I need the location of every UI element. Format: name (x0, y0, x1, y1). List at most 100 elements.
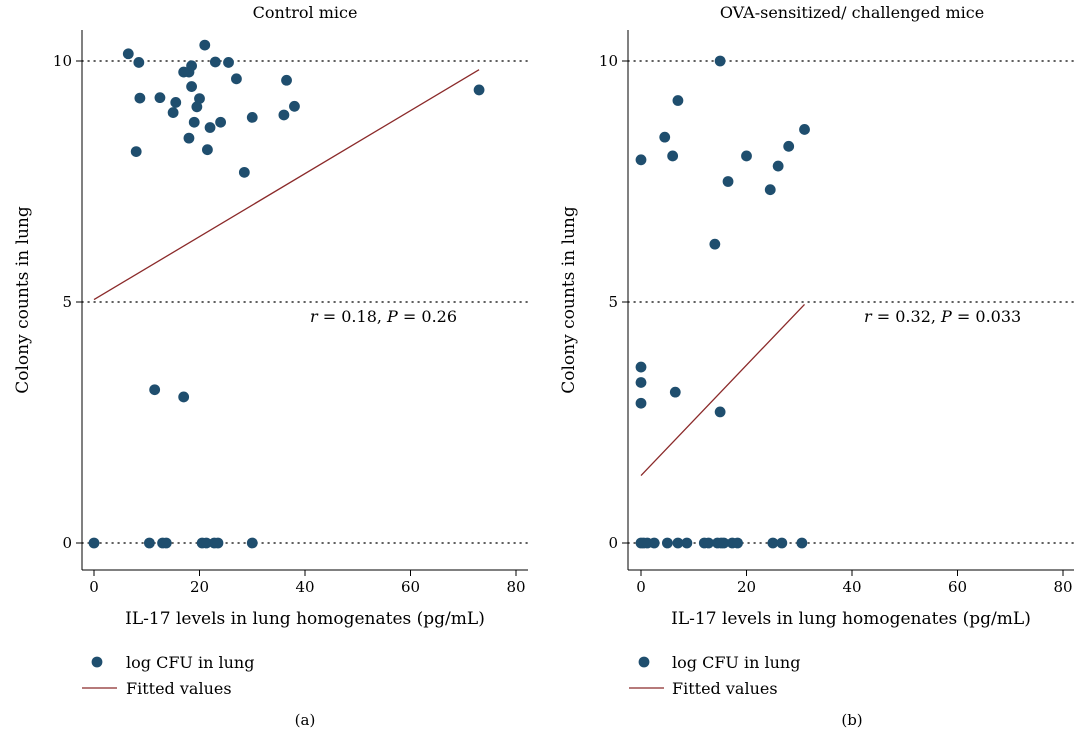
chart1-x-tick-label-60: 60 (948, 578, 967, 596)
chart1-point-28 (718, 537, 730, 549)
chart1-point-5 (667, 150, 679, 162)
chart0-correlation-annotation: r = 0.18, P = 0.26 (310, 307, 457, 326)
chart1-point-31 (767, 537, 779, 549)
chart0-point-35 (200, 537, 212, 549)
chart0-legend-marker-scatter (91, 656, 103, 668)
chart1-point-8 (722, 176, 734, 187)
chart0-point-17 (186, 81, 197, 92)
chart0-x-tick-label-40: 40 (295, 578, 314, 596)
chart1-legend-label-line: Fitted values (672, 679, 778, 698)
chart0-title: Control mice (253, 3, 358, 22)
chart0-annotation-p-value: = 0.26 (403, 307, 457, 326)
chart0-point-10 (134, 92, 146, 104)
chart0-point-20 (188, 116, 200, 128)
chart1-point-2 (659, 131, 671, 143)
chart1-point-21 (661, 537, 673, 549)
chart1-point-10 (764, 184, 776, 196)
chart1-point-4 (635, 154, 647, 166)
chart0-point-37 (212, 537, 224, 549)
chart0-point-11 (154, 92, 166, 104)
chart0-point-28 (149, 384, 161, 396)
chart0-point-19 (246, 111, 258, 123)
chart1-point-0 (714, 55, 726, 67)
chart0-point-1 (133, 57, 145, 68)
chart0-point-31 (143, 537, 155, 549)
chart0-point-38 (246, 537, 258, 549)
chart0-panel-label: (a) (295, 711, 316, 729)
chart1-annotation-p-value: = 0.033 (957, 307, 1021, 326)
chart0-point-16 (167, 107, 179, 118)
chart1-point-14 (669, 386, 681, 398)
chart0-point-26 (238, 166, 250, 178)
chart1-point-3 (799, 124, 810, 135)
chart1-y-axis-title: Colony counts in lung (559, 206, 579, 394)
chart1-legend-marker-scatter (638, 656, 650, 668)
chart0-point-18 (278, 109, 290, 121)
chart1-point-7 (783, 140, 795, 152)
chart1-point-15 (635, 397, 647, 409)
chart1-point-6 (741, 150, 752, 162)
chart0-point-23 (183, 132, 195, 144)
chart0-point-30 (88, 537, 100, 549)
chart0-x-axis-title: IL-17 levels in lung homogenates (pg/mL) (125, 609, 485, 629)
chart1-y-tick-label-5: 5 (608, 293, 618, 311)
chart0-legend-label-line: Fitted values (126, 679, 232, 698)
chart1-x-tick-label-20: 20 (737, 578, 756, 596)
chart1-x-tick-label-0: 0 (636, 578, 646, 596)
chart1-point-23 (681, 537, 693, 549)
chart0-point-33 (160, 537, 172, 549)
chart0-fitted-line (93, 69, 480, 301)
chart0-annotation-p: P (386, 307, 398, 326)
chart0-point-29 (178, 391, 190, 403)
chart0-point-27 (473, 84, 485, 96)
chart0-point-12 (170, 97, 182, 108)
chart0-point-8 (231, 73, 242, 85)
chart0-annotation-r-value: = 0.18, (323, 307, 382, 326)
chart1-point-20 (648, 537, 660, 549)
chart1-point-32 (776, 537, 788, 549)
chart1-annotation-r: r (864, 307, 873, 326)
chart1-legend-label-scatter: log CFU in lung (672, 653, 800, 672)
chart1-point-12 (635, 361, 647, 373)
chart1-point-1 (672, 95, 684, 106)
chart1-x-axis-title: IL-17 levels in lung homogenates (pg/mL) (671, 609, 1031, 629)
chart0-point-4 (223, 57, 234, 68)
chart0-annotation-r: r (310, 307, 319, 326)
chart1-point-22 (672, 537, 684, 549)
chart0-point-7 (186, 60, 197, 72)
chart0-point-0 (122, 48, 134, 60)
chart0-x-tick-label-80: 80 (506, 578, 525, 596)
chart1-point-11 (709, 238, 721, 250)
chart0-y-tick-label-5: 5 (62, 293, 72, 311)
chart0-point-9 (281, 74, 292, 86)
chart0-point-3 (209, 56, 221, 68)
chart1-fitted-line (640, 303, 805, 476)
chart1-panel: OVA-sensitized/ challenged mice 0 5 10 0 20 40… (559, 3, 1075, 729)
chart1-point-30 (732, 537, 743, 549)
chart0-y-axis-title: Colony counts in lung (13, 206, 33, 394)
chart0-point-25 (202, 144, 213, 156)
chart0-point-24 (130, 146, 142, 158)
chart0-point-21 (215, 116, 227, 128)
chart1-x-tick-label-40: 40 (842, 578, 861, 596)
chart0-point-22 (204, 122, 216, 133)
chart1-correlation-annotation: r = 0.32, P = 0.033 (864, 307, 1021, 326)
chart1-title: OVA-sensitized/ challenged mice (720, 3, 984, 22)
chart1-annotation-r-value: = 0.32, (877, 307, 936, 326)
chart1-annotation-p: P (940, 307, 952, 326)
chart0-legend-label-scatter: log CFU in lung (126, 653, 254, 672)
chart0-point-2 (199, 39, 211, 51)
chart0-y-tick-label-0: 0 (62, 534, 72, 552)
chart1-y-tick-label-0: 0 (608, 534, 618, 552)
chart1-panel-label: (b) (841, 711, 862, 729)
chart0-x-tick-label-20: 20 (190, 578, 209, 596)
chart0-point-14 (191, 101, 203, 113)
chart0-panel: Control mice 0 5 10 0 20 40 60 80 IL-17 levels in… (13, 3, 529, 729)
chart0-x-tick-label-60: 60 (401, 578, 420, 596)
chart0-point-13 (194, 93, 205, 104)
chart0-x-tick-label-0: 0 (89, 578, 99, 596)
chart1-y-tick-label-10: 10 (599, 52, 618, 70)
chart1-point-9 (772, 160, 784, 172)
chart1-x-tick-label-80: 80 (1053, 578, 1072, 596)
